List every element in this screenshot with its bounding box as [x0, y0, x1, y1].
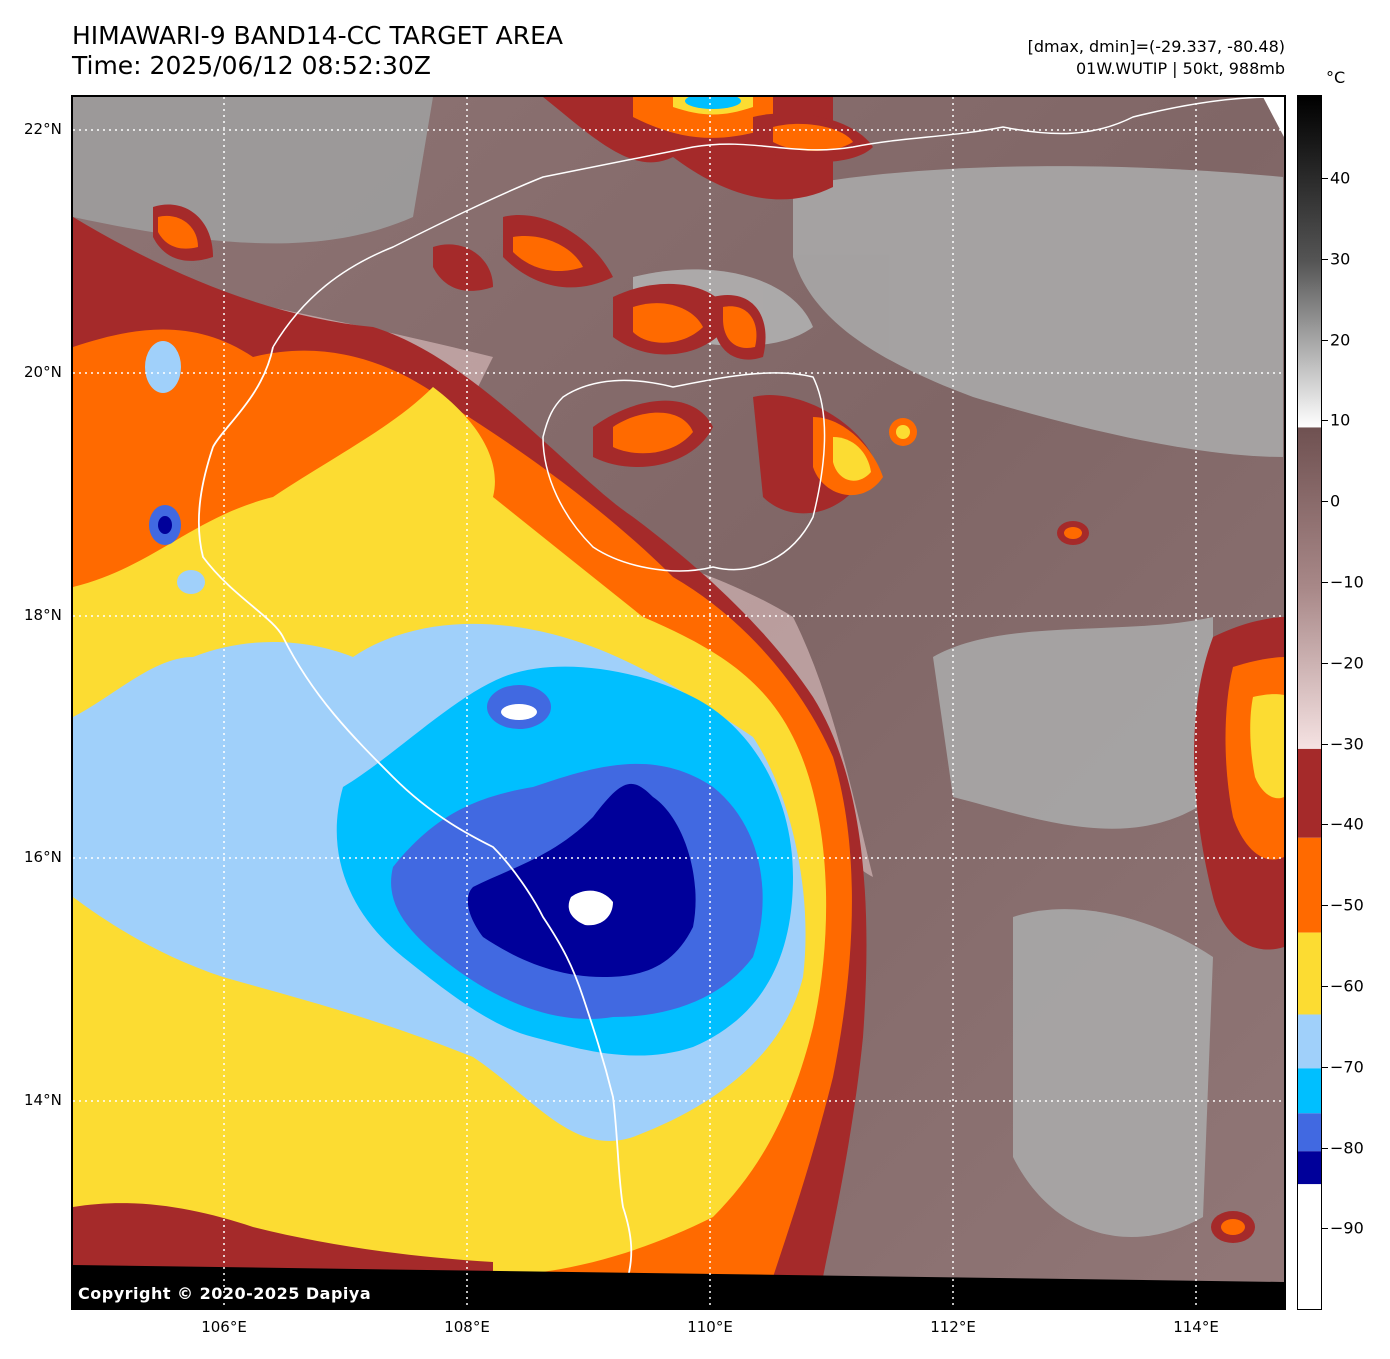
colorbar-tick [1322, 905, 1328, 907]
dmax-dmin-label: [dmax, dmin]=(-29.337, -80.48) [1027, 37, 1285, 56]
colorbar-darkred-segment [1298, 748, 1321, 838]
graticule [73, 97, 1284, 1308]
map-title: HIMAWARI-9 BAND14-CC TARGET AREA [72, 21, 564, 50]
colorbar-cyan-segment [1298, 1068, 1321, 1114]
colorbar-tick [1322, 420, 1328, 422]
lon-label-110e: 110°E [687, 1318, 733, 1336]
map-time: Time: 2025/06/12 08:52:30Z [72, 51, 431, 80]
colorbar-tick [1322, 178, 1328, 179]
colorbar-tick-label: 0 [1330, 491, 1341, 511]
copyright-label: Copyright © 2020-2025 Dapiya [78, 1284, 372, 1303]
storm-white-spot [568, 890, 613, 926]
colorbar-tick [1322, 986, 1328, 987]
lat-label-22n: 22°N [24, 120, 62, 138]
colorbar-royalblue-segment [1298, 1113, 1321, 1152]
colorbar-tick [1322, 1228, 1328, 1230]
lat-label-16n: 16°N [24, 848, 62, 866]
lon-label-106e: 106°E [201, 1318, 247, 1336]
colorbar-lightblue-segment [1298, 1014, 1321, 1069]
colorbar-tick [1322, 501, 1328, 503]
colorbar-tick [1322, 824, 1328, 826]
colorbar-white-segment [1298, 1184, 1321, 1309]
satellite-imagery [73, 97, 1284, 1308]
colorbar-unit: °C [1326, 68, 1346, 87]
colorbar-tick-label: −70 [1330, 1057, 1364, 1077]
northern-coastline [272, 97, 1274, 348]
colorbar-tick-label: −50 [1330, 895, 1364, 915]
lat-label-20n: 20°N [24, 363, 62, 381]
colorbar-tick-label: 20 [1330, 330, 1351, 350]
gray-cloud-patches [73, 97, 1283, 1237]
colorbar-tick-label: −20 [1330, 653, 1364, 673]
colorbar-tick-label: 40 [1330, 168, 1351, 188]
colorbar-tick-label: −40 [1330, 814, 1364, 834]
colorbar-tick-label: 10 [1330, 410, 1351, 430]
colorbar-tick [1322, 1066, 1328, 1068]
lat-label-14n: 14°N [24, 1091, 62, 1109]
colorbar-tick [1322, 258, 1328, 260]
colorbar-tick [1322, 1147, 1328, 1149]
colorbar-tick-label: −80 [1330, 1138, 1364, 1158]
south-dark-red-band [73, 1203, 493, 1277]
storm-navy-core [467, 783, 696, 977]
satellite-map [71, 95, 1286, 1310]
northwest-cells [145, 341, 551, 729]
colorbar-tick [1322, 662, 1328, 664]
colorbar-orange-segment [1298, 837, 1321, 933]
no-data-area [73, 1265, 1284, 1308]
colorbar-tick-label: −10 [1330, 572, 1364, 592]
colorbar-tick-label: 30 [1330, 249, 1351, 269]
colorbar-tick [1322, 582, 1328, 583]
storm-info-label: 01W.WUTIP | 50kt, 988mb [1075, 59, 1285, 78]
colorbar-tick [1322, 743, 1328, 745]
lon-label-114e: 114°E [1173, 1318, 1219, 1336]
colorbar-tick-label: −60 [1330, 976, 1364, 996]
lon-label-112e: 112°E [930, 1318, 976, 1336]
eastern-convection [1194, 617, 1284, 1243]
colorbar-navy-segment [1298, 1151, 1321, 1185]
hainan-coastline [542, 372, 826, 572]
no-data-corner [1263, 97, 1284, 137]
colorbar [1297, 95, 1322, 1310]
lon-label-108e: 108°E [444, 1318, 490, 1336]
lat-label-18n: 18°N [24, 606, 62, 624]
colorbar-tick-label: −90 [1330, 1218, 1364, 1238]
colorbar-tick-label: −30 [1330, 734, 1364, 754]
colorbar-tick [1322, 339, 1328, 341]
colorbar-brown-segment [1298, 427, 1321, 749]
colorbar-gray-segment [1298, 96, 1321, 428]
colorbar-yellow-segment [1298, 932, 1321, 1015]
